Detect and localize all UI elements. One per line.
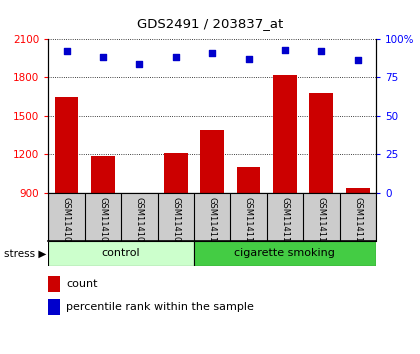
Text: percentile rank within the sample: percentile rank within the sample [66, 302, 254, 313]
Bar [346, 188, 370, 193]
Bar [128, 193, 151, 197]
Bar [237, 167, 260, 193]
Bar [164, 153, 188, 193]
Text: GSM114113: GSM114113 [317, 197, 326, 247]
Text: cigarette smoking: cigarette smoking [234, 249, 335, 258]
Text: GDS2491 / 203837_at: GDS2491 / 203837_at [137, 17, 283, 30]
Point [136, 61, 143, 67]
Bar [91, 156, 115, 193]
Bar [310, 93, 333, 193]
Text: GSM114108: GSM114108 [135, 197, 144, 247]
Text: GSM114110: GSM114110 [207, 197, 217, 247]
Text: stress ▶: stress ▶ [4, 249, 47, 258]
Text: GSM114112: GSM114112 [281, 197, 289, 247]
Text: GSM114106: GSM114106 [62, 197, 71, 247]
Point [354, 58, 361, 63]
FancyBboxPatch shape [48, 241, 194, 266]
Point [63, 48, 70, 54]
Point [281, 47, 288, 52]
Bar [55, 97, 79, 193]
Text: GSM114109: GSM114109 [171, 197, 180, 247]
Text: GSM114111: GSM114111 [244, 197, 253, 247]
Text: GSM114114: GSM114114 [353, 197, 362, 247]
Text: control: control [102, 249, 140, 258]
Point [209, 50, 215, 56]
FancyBboxPatch shape [194, 241, 376, 266]
Bar [48, 276, 60, 292]
Text: count: count [66, 279, 98, 290]
Point [172, 55, 179, 60]
Point [318, 48, 325, 54]
Point [245, 56, 252, 62]
Point [100, 55, 106, 60]
Bar [200, 130, 224, 193]
Text: GSM114107: GSM114107 [98, 197, 108, 247]
Bar [48, 299, 60, 315]
Bar [273, 75, 297, 193]
